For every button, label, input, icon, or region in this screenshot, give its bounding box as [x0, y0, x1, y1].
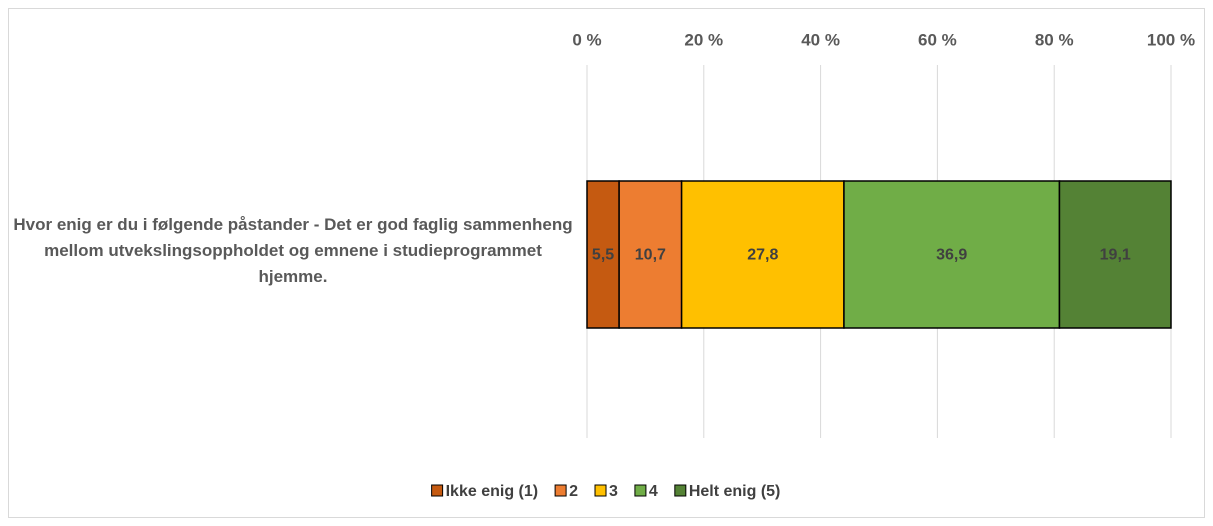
- x-tick-label: 40 %: [801, 30, 840, 49]
- x-tick-label: 20 %: [684, 30, 723, 49]
- bar-segment: [618, 180, 683, 329]
- legend-swatch: [554, 484, 567, 497]
- data-label: 27,8: [747, 247, 778, 264]
- bar-segment: [586, 180, 620, 329]
- x-tick-label: 0 %: [572, 30, 601, 49]
- data-label: 5,5: [592, 247, 614, 264]
- x-tick-label: 80 %: [1035, 30, 1074, 49]
- legend-swatch: [674, 484, 687, 497]
- x-tick-label: 100 %: [1147, 30, 1195, 49]
- legend-label: 4: [649, 483, 658, 500]
- x-tick-label: 60 %: [918, 30, 957, 49]
- chart-border: [8, 8, 1205, 518]
- data-label: 36,9: [936, 247, 967, 264]
- bar-segment: [680, 180, 845, 329]
- category-label: Hvor enig er du i følgende påstander - D…: [13, 215, 573, 286]
- bar-segment: [1058, 180, 1172, 329]
- legend-label: 2: [569, 483, 578, 500]
- legend-label: Helt enig (5): [689, 483, 781, 500]
- legend-label: Ikke enig (1): [446, 483, 538, 500]
- legend-swatch: [634, 484, 647, 497]
- legend-swatch: [594, 484, 607, 497]
- legend-swatch: [431, 484, 444, 497]
- legend-label: 3: [609, 483, 618, 500]
- data-label: 10,7: [635, 247, 666, 264]
- data-label: 19,1: [1100, 247, 1131, 264]
